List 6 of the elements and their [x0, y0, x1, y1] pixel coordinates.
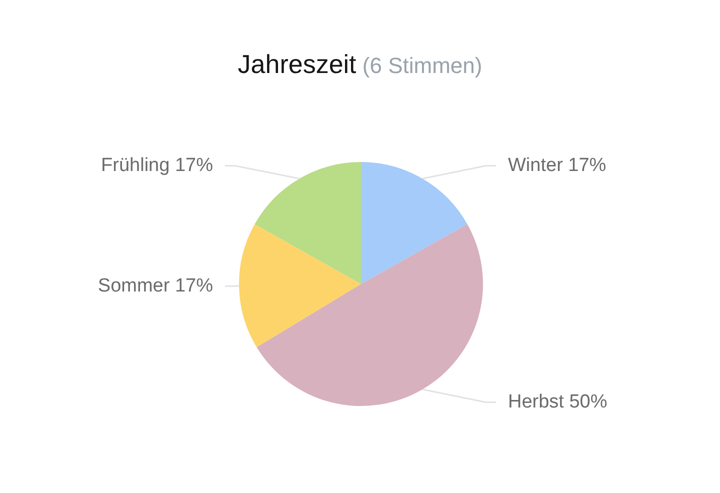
slice-label: Frühling 17%	[101, 154, 214, 176]
slice-label: Winter 17%	[508, 154, 606, 176]
slice-label: Herbst 50%	[508, 392, 608, 413]
slice-label: Sommer 17%	[98, 275, 214, 296]
chart-title: Jahreszeit	[238, 49, 356, 79]
chart-subtitle: (6 Stimmen)	[362, 53, 482, 78]
